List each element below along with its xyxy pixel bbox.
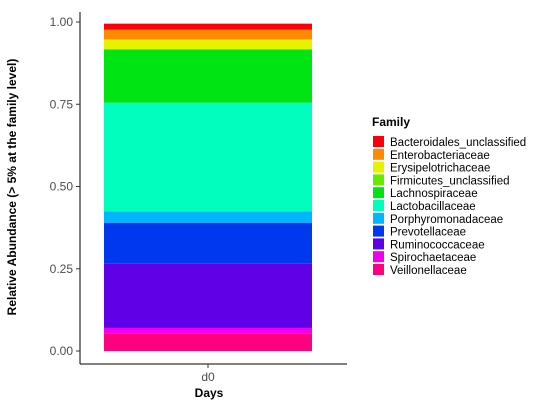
y-ticks: 0.00 0.25 0.50 0.75 1.00 [50, 15, 80, 358]
legend-swatch [373, 161, 384, 173]
legend-label: Veillonellaceae [390, 265, 467, 277]
bar-segment-porphyromonadaceae [104, 211, 312, 223]
legend-label: Lachnospiraceae [390, 188, 478, 200]
bar-segment-lactobacillaceae [104, 102, 312, 212]
legend-swatch [373, 212, 384, 224]
legend-label: Spirochaetaceae [390, 252, 476, 264]
y-tick-label: 0.25 [50, 262, 74, 276]
y-tick-label: 0.75 [50, 97, 74, 111]
x-axis-title: Days [195, 386, 224, 400]
bar-segment-enterobacteriaceae [104, 29, 312, 40]
y-axis-title: Relative Abundance (> 5% at the family l… [5, 59, 19, 316]
bar-segment-lachnospiraceae [104, 49, 312, 103]
legend-swatch [373, 225, 384, 237]
bar-segment-prevotellaceae [104, 222, 312, 264]
legend-swatch [373, 148, 384, 160]
legend: Bacteroidales_unclassifiedEnterobacteria… [373, 136, 526, 277]
y-tick-label: 1.00 [50, 15, 74, 29]
legend-title: Family [372, 115, 410, 129]
legend-label: Lactobacillaceae [390, 201, 476, 213]
legend-swatch [373, 136, 384, 147]
y-tick-label: 0.00 [50, 344, 74, 358]
legend-label: Porphyromonadaceae [390, 214, 503, 226]
legend-swatch [373, 174, 384, 186]
x-ticks: d0 [201, 364, 215, 384]
legend-label: Bacteroidales_unclassified [390, 137, 526, 149]
legend-label: Erysipelotrichaceae [390, 163, 490, 175]
y-tick-label: 0.50 [50, 180, 74, 194]
bar-segment-ruminococcaceae [104, 263, 312, 328]
bars [104, 23, 312, 351]
bar-segment-spirochaetaceae [104, 327, 312, 334]
bar-segment-erysipelotrichaceae [104, 39, 312, 50]
legend-label: Ruminococcaceae [390, 239, 485, 251]
legend-label: Prevotellaceae [390, 227, 466, 239]
legend-swatch [373, 200, 384, 211]
x-tick-label: d0 [201, 370, 215, 384]
legend-swatch [373, 238, 384, 250]
bar-segment-veillonellaceae [104, 333, 312, 351]
legend-label: Enterobacteriaceae [390, 150, 490, 162]
legend-swatch [373, 251, 384, 263]
legend-swatch [373, 187, 384, 199]
legend-swatch [373, 264, 384, 275]
bar-segment-bacteroidales-unclassified [104, 23, 312, 30]
legend-label: Firmicutes_unclassified [390, 175, 510, 187]
